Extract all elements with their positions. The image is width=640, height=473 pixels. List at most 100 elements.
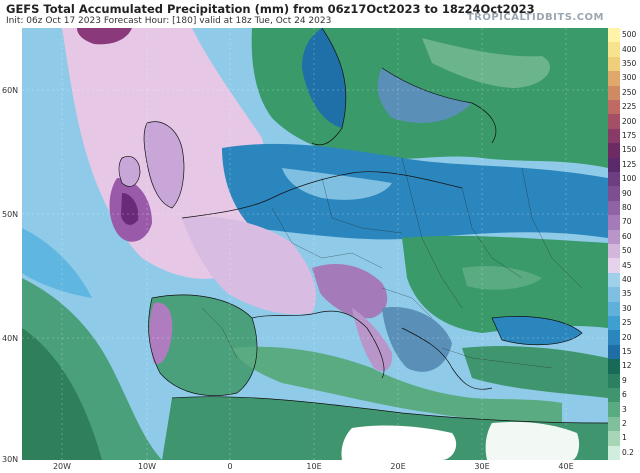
map-subtitle: Init: 06z Oct 17 2023 Forecast Hour: [18… [6,16,332,26]
great-britain [144,121,184,208]
lon-label: 10W [137,462,157,471]
colorbar-label: 20 [622,332,632,342]
atlantic-blue-zone [22,228,92,298]
colorbar-swatch [608,301,620,316]
colorbar-level: 80 [608,200,640,216]
colorbar-swatch [608,100,620,115]
colorbar-swatch [608,71,620,86]
lat-label: 50N [2,210,19,219]
middle-east-dry-zone [485,421,580,460]
brand-watermark: TROPICALTIDBITS.COM [466,12,604,23]
norway-blue [302,28,346,128]
central-light-blue [282,168,392,200]
colorbar-swatch [608,244,620,259]
colorbar-swatch [608,128,620,144]
turkey-green [462,346,608,398]
colorbar-label: 175 [622,130,637,140]
colorbar-swatch [608,200,620,216]
colorbar-level: 0.2 [608,445,640,460]
map-canvas [22,28,608,460]
lat-label: 40N [2,334,19,343]
colorbar-level: 45 [608,258,640,273]
sahara-dry-zone [341,425,457,460]
colorbar-swatch [608,258,620,273]
colorbar-label: 80 [622,202,632,212]
colorbar-swatch [608,445,620,460]
baltic-blue [377,68,472,123]
finland-light-green [422,38,551,88]
lon-label: 30E [474,462,490,471]
colorbar-swatch [608,431,620,446]
lon-label: 0 [227,462,233,471]
colorbar-swatch [608,42,620,57]
central-europe-blue [222,143,608,240]
colorbar-level: 20 [608,330,640,345]
colorbar-swatch [608,28,620,43]
north-purple-zone [77,28,132,45]
colorbar-swatch [608,330,620,345]
colorbar-swatch [608,143,620,158]
colorbar-label: 40 [622,274,632,284]
colorbar-level: 2 [608,416,640,432]
colorbar-level: 175 [608,128,640,144]
ireland [119,156,140,187]
colorbar-label: 200 [622,116,637,126]
colorbar-swatch [608,56,620,72]
colorbar-label: 70 [622,217,632,227]
colorbar-label: 1 [622,433,627,443]
colorbar-swatch [608,172,620,187]
colorbar-level: 150 [608,143,640,158]
colorbar-swatch [608,388,620,403]
colorbar-level: 35 [608,287,640,302]
graticule [22,28,608,460]
colorbar-swatch [608,85,620,100]
colorbar-label: 3 [622,404,627,414]
colorbar-label: 50 [622,246,632,256]
colorbar-label: 125 [622,159,637,169]
lat-label: 30N [2,455,19,464]
balkans-blue [382,307,452,372]
colorbar-level: 225 [608,100,640,115]
colorbar-level: 50 [608,244,640,259]
colorbar-swatch [608,316,620,331]
colorbar-label: 225 [622,102,637,112]
colorbar-swatch [608,359,620,374]
colorbar-level: 70 [608,215,640,230]
header: GEFS Total Accumulated Precipitation (mm… [0,0,640,28]
colorbar-label: 300 [622,73,637,83]
colorbar-swatch [608,114,620,129]
lon-label: 20W [52,462,72,471]
colorbar-swatch [608,416,620,432]
colorbar-label: 100 [622,174,637,184]
colorbar-swatch [608,344,620,360]
precipitation-colorbar: 500 400 350 300 250 225 200 175 150 125 100 90 80 70 6… [608,28,640,460]
iberia-green [148,294,257,396]
colorbar-level: 6 [608,388,640,403]
colorbar-level: 40 [608,272,640,288]
colorbar-label: 250 [622,87,637,97]
lat-label: 60N [2,86,19,95]
coastlines [118,28,608,424]
colorbar-level: 500 [608,28,640,43]
colorbar-label: 30 [622,303,632,313]
colorbar-label: 6 [622,390,627,400]
colorbar-label: 15 [622,346,632,356]
colorbar-level: 1 [608,431,640,446]
colorbar-swatch [608,402,620,417]
black-sea-blue [492,316,582,345]
colorbar-label: 500 [622,30,637,40]
colorbar-level: 90 [608,186,640,201]
colorbar-level: 25 [608,316,640,331]
colorbar-swatch [608,373,620,388]
colorbar-label: 0.2 [622,447,634,457]
colorbar-level: 400 [608,42,640,57]
colorbar-swatch [608,157,620,172]
colorbar-label: 35 [622,289,632,299]
france-heavy-zone [182,216,316,315]
colorbar-swatch [608,287,620,302]
colorbar-swatch [608,229,620,244]
lon-label: 40E [558,462,574,471]
atlantic-dark-core [121,193,139,225]
colorbar-level: 30 [608,301,640,316]
colorbar-level: 250 [608,85,640,100]
